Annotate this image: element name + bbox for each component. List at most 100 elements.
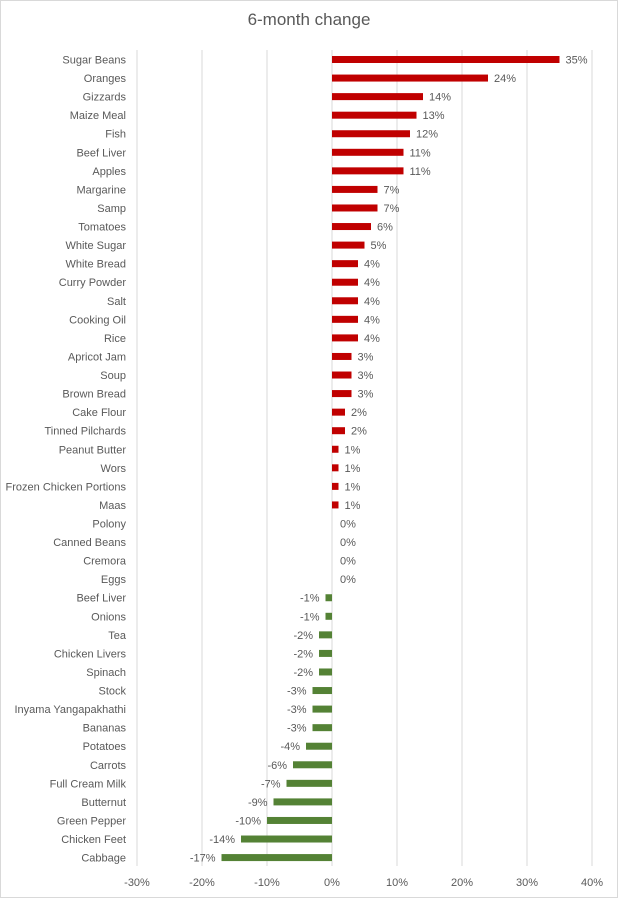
category-label: Tinned Pilchards [44, 426, 126, 438]
category-label: Margarine [76, 184, 126, 196]
category-label: Brown Bread [62, 389, 126, 401]
bar [332, 148, 404, 156]
bar [319, 631, 332, 639]
x-tick-label: -30% [124, 877, 150, 889]
bar [319, 668, 332, 676]
category-label: White Sugar [65, 240, 126, 252]
bar [332, 352, 352, 360]
category-label: Onions [91, 611, 126, 623]
category-label: Tomatoes [78, 222, 126, 234]
bar [332, 185, 378, 193]
data-label: 13% [423, 110, 445, 122]
bar [332, 427, 345, 435]
data-label: 0% [340, 519, 356, 531]
data-label: 4% [364, 296, 380, 308]
bar [332, 56, 560, 63]
category-label: Green Pepper [57, 815, 126, 827]
bar [312, 705, 332, 713]
bar [332, 74, 488, 82]
data-label: -10% [235, 815, 261, 827]
bar [332, 223, 371, 231]
bar [332, 130, 410, 138]
data-labels: 35% 24% 14% 13% 12% 11% 11% 7% 7% 6% 5% 4% 4% 4% 4% 4% 3… [190, 55, 588, 865]
x-tick-label: 0% [324, 877, 340, 889]
category-label: Full Cream Milk [50, 778, 127, 790]
category-label: Chicken Livers [54, 648, 127, 660]
data-label: 14% [429, 92, 451, 104]
data-label: 12% [416, 129, 438, 141]
category-label: Polony [92, 519, 126, 531]
data-label: 1% [345, 500, 361, 512]
category-label: Cooking Oil [69, 314, 126, 326]
category-label: Spinach [86, 667, 126, 679]
category-label: Curry Powder [59, 277, 127, 289]
data-label: 4% [364, 314, 380, 326]
category-label: Sugar Beans [62, 55, 126, 67]
bar [332, 334, 358, 342]
data-label: -17% [190, 853, 216, 865]
bar [332, 297, 358, 305]
bar [286, 779, 332, 787]
data-label: -9% [248, 797, 268, 809]
bars [221, 56, 560, 862]
category-label: Salt [107, 296, 126, 308]
bar [312, 687, 332, 695]
bar [293, 761, 332, 769]
bar [332, 93, 423, 101]
category-label: Gizzards [83, 92, 127, 104]
bar [332, 464, 339, 472]
category-label: Carrots [90, 760, 127, 772]
category-label: Canned Beans [53, 537, 126, 549]
data-label: -3% [287, 704, 307, 716]
bar [332, 371, 352, 379]
bar [332, 167, 404, 175]
bar [332, 315, 358, 323]
data-label: -1% [300, 611, 320, 623]
data-label: 3% [358, 351, 374, 363]
x-tick-label: -20% [189, 877, 215, 889]
category-label: Beef Liver [76, 147, 126, 159]
data-label: 24% [494, 73, 516, 85]
category-label: Maas [99, 500, 126, 512]
bar [332, 241, 365, 249]
data-label: 3% [358, 370, 374, 382]
bar [332, 204, 378, 212]
category-labels: Sugar Beans Oranges Gizzards Maize Meal Fish… [6, 55, 127, 865]
data-label: -2% [293, 630, 313, 642]
data-label: 0% [340, 574, 356, 586]
data-label: -7% [261, 778, 281, 790]
category-label: Bananas [83, 723, 127, 735]
data-label: 6% [377, 222, 393, 234]
data-label: 2% [351, 407, 367, 419]
data-label: -4% [280, 741, 300, 753]
data-label: 4% [364, 333, 380, 345]
category-label: Maize Meal [70, 110, 126, 122]
bar [221, 854, 332, 862]
data-label: 0% [340, 537, 356, 549]
data-label: 0% [340, 556, 356, 568]
category-label: Samp [97, 203, 126, 215]
category-label: Wors [101, 463, 127, 475]
bar [332, 501, 339, 509]
data-label: -2% [293, 648, 313, 660]
category-label: Beef Liver [76, 593, 126, 605]
bar [332, 111, 417, 119]
category-label: Chicken Feet [61, 834, 126, 846]
x-tick-label: -10% [254, 877, 280, 889]
data-label: 11% [410, 147, 431, 159]
bar [332, 408, 345, 416]
category-label: Tea [108, 630, 127, 642]
category-label: Inyama Yangapakhathi [14, 704, 126, 716]
data-label: -2% [293, 667, 313, 679]
category-label: Peanut Butter [59, 444, 127, 456]
data-label: -3% [287, 686, 307, 698]
data-label: 3% [358, 389, 374, 401]
data-label: 7% [384, 184, 400, 196]
bar [325, 594, 332, 602]
data-label: -14% [209, 834, 235, 846]
category-label: Apples [92, 166, 126, 178]
category-label: Fish [105, 129, 126, 141]
category-label: Potatoes [83, 741, 127, 753]
bar [332, 260, 358, 268]
